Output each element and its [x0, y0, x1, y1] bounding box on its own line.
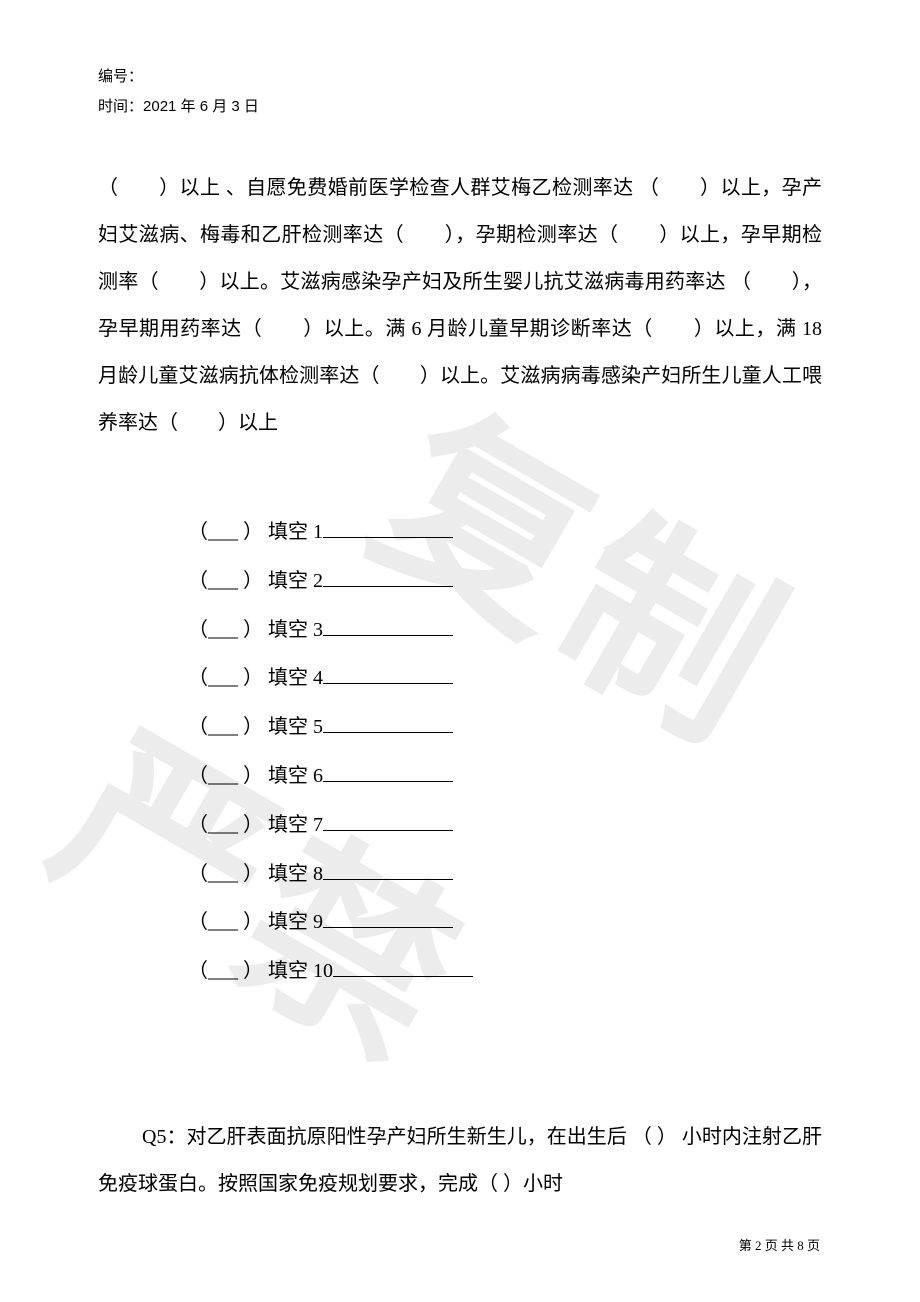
- fill-blank-row: （___ ） 填空 9: [188, 898, 473, 947]
- fill-blank-underline[interactable]: [323, 569, 453, 587]
- question-5-paragraph: Q5：对乙肝表面抗原阳性孕产妇所生新生儿，在出生后 （ ） 小时内注射乙肝免疫球…: [98, 1114, 822, 1208]
- fill-blank-list: （___ ） 填空 1 （___ ） 填空 2 （___ ） 填空 3 （___ ） …: [188, 508, 473, 996]
- document-header: 编号： 时间：2021 年 6 月 3 日: [98, 62, 259, 122]
- fill-blank-row: （___ ） 填空 6: [188, 752, 473, 801]
- fill-blank-row: （___ ） 填空 3: [188, 606, 473, 655]
- fill-blank-label: （___ ） 填空 4: [188, 667, 323, 689]
- fill-blank-underline[interactable]: [323, 910, 453, 928]
- fill-blank-row: （___ ） 填空 10: [188, 947, 473, 996]
- fill-blank-underline[interactable]: [323, 618, 453, 636]
- fill-blank-underline[interactable]: [323, 520, 453, 538]
- fill-blank-row: （___ ） 填空 7: [188, 801, 473, 850]
- fill-blank-label: （___ ） 填空 1: [188, 521, 323, 543]
- fill-blank-underline[interactable]: [323, 813, 453, 831]
- fill-blank-row: （___ ） 填空 1: [188, 508, 473, 557]
- fill-blank-label: （___ ） 填空 8: [188, 863, 323, 885]
- doc-id-label: 编号：: [98, 62, 259, 92]
- fill-blank-row: （___ ） 填空 5: [188, 703, 473, 752]
- fill-blank-label: （___ ） 填空 3: [188, 619, 323, 641]
- fill-blank-label: （___ ） 填空 9: [188, 911, 323, 933]
- fill-blank-label: （___ ） 填空 5: [188, 716, 323, 738]
- page-footer: 第 2 页 共 8 页: [739, 1235, 820, 1254]
- footer-prefix: 第: [739, 1238, 755, 1253]
- footer-mid: 页 共: [761, 1238, 797, 1253]
- fill-blank-row: （___ ） 填空 4: [188, 654, 473, 703]
- fill-blank-label: （___ ） 填空 2: [188, 570, 323, 592]
- fill-blank-underline[interactable]: [323, 666, 453, 684]
- fill-blank-label: （___ ） 填空 6: [188, 765, 323, 787]
- doc-date-value: 2021 年 6 月 3 日: [143, 98, 259, 115]
- fill-blank-row: （___ ） 填空 2: [188, 557, 473, 606]
- fill-blank-underline[interactable]: [323, 764, 453, 782]
- fill-blank-label: （___ ） 填空 7: [188, 814, 323, 836]
- fill-blank-row: （___ ） 填空 8: [188, 850, 473, 899]
- doc-date-label: 时间：: [98, 98, 143, 115]
- fill-blank-underline[interactable]: [323, 862, 453, 880]
- doc-date-line: 时间：2021 年 6 月 3 日: [98, 92, 259, 122]
- fill-blank-underline[interactable]: [323, 715, 453, 733]
- fill-blank-label: （___ ） 填空 10: [188, 960, 333, 982]
- footer-suffix: 页: [804, 1238, 820, 1253]
- body-paragraph: （ ）以上 、自愿免费婚前医学检查人群艾梅乙检测率达 （ ）以上，孕产妇艾滋病、…: [98, 165, 822, 447]
- fill-blank-underline[interactable]: [333, 959, 473, 977]
